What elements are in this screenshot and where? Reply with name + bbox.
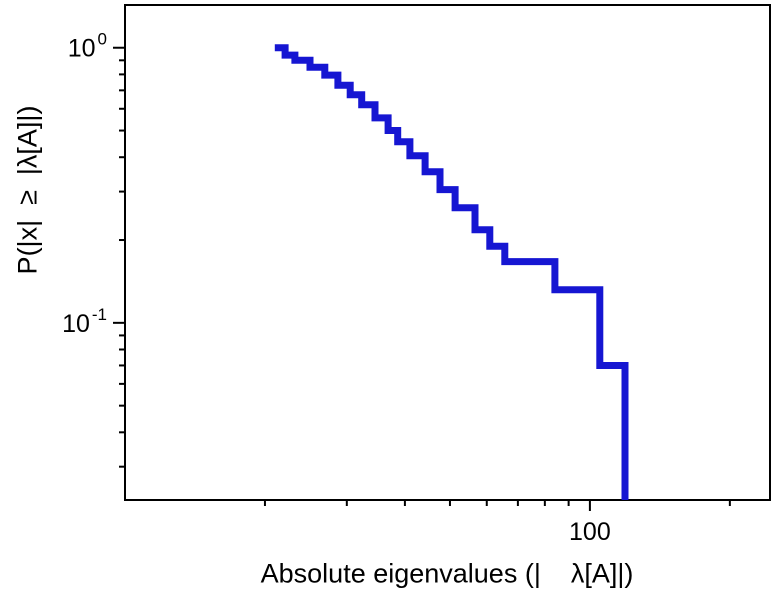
y-tick-label: 10 0 bbox=[68, 30, 107, 63]
y-axis-label: P(|x| ≥ |λ[A]|) bbox=[12, 105, 43, 275]
y-axis-ticks bbox=[113, 46, 125, 468]
x-axis-ticks bbox=[263, 500, 731, 511]
x-tick-label: 100 bbox=[569, 518, 611, 546]
ccdf-step-line bbox=[274, 44, 629, 500]
plot-border bbox=[124, 4, 771, 501]
x-axis-label: Absolute eigenvalues (| λ[A]|) bbox=[260, 558, 634, 589]
x-tick-labels: 100 bbox=[569, 518, 611, 546]
y-tick-label: 10 -1 bbox=[62, 305, 107, 338]
